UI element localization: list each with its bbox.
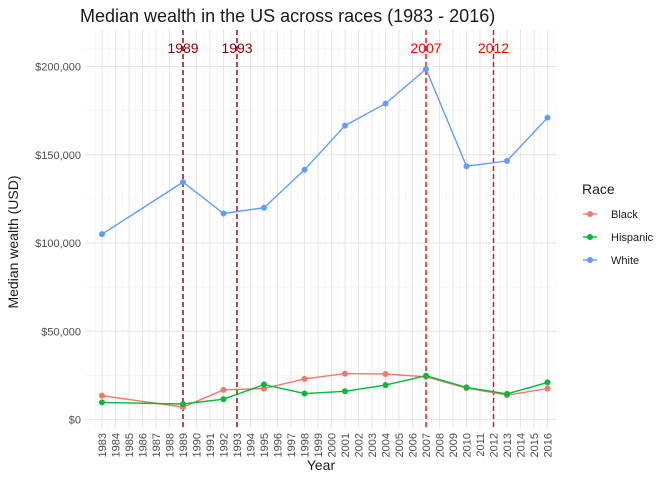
x-tick-label: 1993 — [232, 433, 244, 457]
x-tick-label: 1985 — [124, 433, 136, 457]
x-tick-label: 1995 — [259, 433, 271, 457]
data-point-hispanic — [180, 400, 186, 407]
x-tick-label: 2003 — [367, 433, 379, 457]
data-point-hispanic — [382, 382, 389, 389]
data-point-white — [220, 210, 227, 217]
data-point-black — [382, 370, 389, 377]
data-point-hispanic — [261, 381, 267, 388]
data-point-white — [261, 204, 267, 211]
x-tick-label: 1994 — [246, 433, 258, 457]
y-tick-labels: $0 $50,000 $100,000 $150,000 $200,000 — [35, 62, 81, 427]
x-tick-label: 1992 — [219, 433, 231, 457]
legend-label-white: White — [611, 255, 639, 267]
legend-title: Race — [582, 181, 615, 197]
x-tick-label: 1998 — [300, 433, 312, 457]
x-tick-label: 2009 — [448, 433, 460, 457]
x-tick-label: 1989 — [178, 433, 190, 457]
data-point-hispanic — [301, 390, 308, 397]
data-point-black — [220, 386, 227, 393]
annotation-label-1989: 1989 — [167, 40, 198, 56]
x-tick-label: 2013 — [502, 433, 514, 457]
data-point-white — [180, 179, 186, 186]
x-axis-title: Year — [307, 457, 336, 473]
x-tick-label: 2002 — [354, 433, 366, 457]
x-tick-label: 2008 — [435, 433, 447, 457]
x-tick-label: 1991 — [205, 433, 217, 457]
y-tick-label: $50,000 — [41, 326, 81, 338]
data-point-white — [99, 231, 105, 238]
x-tick-label: 2015 — [529, 433, 541, 457]
grid-major — [85, 30, 557, 428]
x-tick-label: 2016 — [543, 433, 555, 457]
x-tick-label: 2007 — [421, 433, 433, 457]
data-point-hispanic — [423, 372, 429, 379]
data-point-white — [342, 122, 348, 129]
data-point-hispanic — [463, 384, 470, 391]
x-tick-label: 2001 — [340, 433, 352, 457]
x-tick-label: 2014 — [516, 433, 528, 457]
data-point-hispanic — [99, 399, 105, 406]
x-tick-label: 2012 — [489, 433, 501, 457]
annotation-label-2012: 2012 — [478, 40, 509, 56]
legend-key-point-white — [587, 257, 593, 263]
annotation-lines — [182, 30, 495, 428]
x-tick-label: 2010 — [462, 433, 474, 457]
data-point-black — [99, 392, 105, 399]
data-point-hispanic — [220, 396, 227, 403]
chart-title: Median wealth in the US across races (19… — [80, 6, 495, 26]
x-tick-label: 1986 — [138, 433, 150, 457]
data-point-white — [544, 114, 551, 121]
y-tick-label: $150,000 — [35, 150, 81, 162]
x-tick-label: 2000 — [327, 433, 339, 457]
legend-key-point-black — [587, 211, 593, 217]
data-point-white — [504, 157, 510, 164]
annotation-label-1993: 1993 — [221, 40, 252, 56]
data-point-black — [342, 370, 348, 377]
legend: Race Black Hispanic White — [582, 181, 654, 267]
x-tick-label: 1996 — [273, 433, 285, 457]
y-tick-label: $100,000 — [35, 238, 81, 250]
data-point-hispanic — [544, 379, 551, 386]
x-tick-label: 1990 — [192, 433, 204, 457]
x-tick-label: 1997 — [286, 433, 298, 457]
x-tick-label: 1984 — [111, 433, 123, 457]
x-tick-label: 1987 — [151, 433, 163, 457]
x-tick-label: 2011 — [475, 433, 487, 457]
data-point-white — [382, 100, 389, 107]
x-tick-label: 2005 — [394, 433, 406, 457]
y-axis-title: Median wealth (USD) — [5, 175, 21, 308]
x-tick-labels: 1983 1984 1985 1986 1987 1988 1989 1990 1991 1992… — [97, 433, 555, 457]
y-tick-label: $0 — [69, 415, 81, 427]
data-point-white — [301, 166, 308, 173]
data-point-hispanic — [342, 388, 348, 395]
series-layer — [99, 66, 551, 411]
annotation-labels: 1989 1993 2007 2012 — [167, 40, 509, 56]
legend-key-point-hispanic — [587, 234, 593, 240]
y-tick-label: $200,000 — [35, 62, 81, 74]
legend-label-black: Black — [611, 209, 638, 221]
x-tick-label: 2004 — [381, 433, 393, 457]
data-point-black — [544, 385, 551, 392]
annotation-label-2007: 2007 — [410, 40, 441, 56]
data-point-white — [463, 163, 470, 170]
grid-minor — [85, 30, 557, 428]
data-point-black — [301, 375, 308, 382]
x-tick-label: 2006 — [408, 433, 420, 457]
x-tick-label: 1999 — [313, 433, 325, 457]
data-point-white — [423, 66, 429, 73]
legend-label-hispanic: Hispanic — [611, 232, 654, 244]
data-point-hispanic — [504, 390, 510, 397]
x-tick-label: 1983 — [97, 433, 109, 457]
x-tick-label: 1988 — [165, 433, 177, 457]
